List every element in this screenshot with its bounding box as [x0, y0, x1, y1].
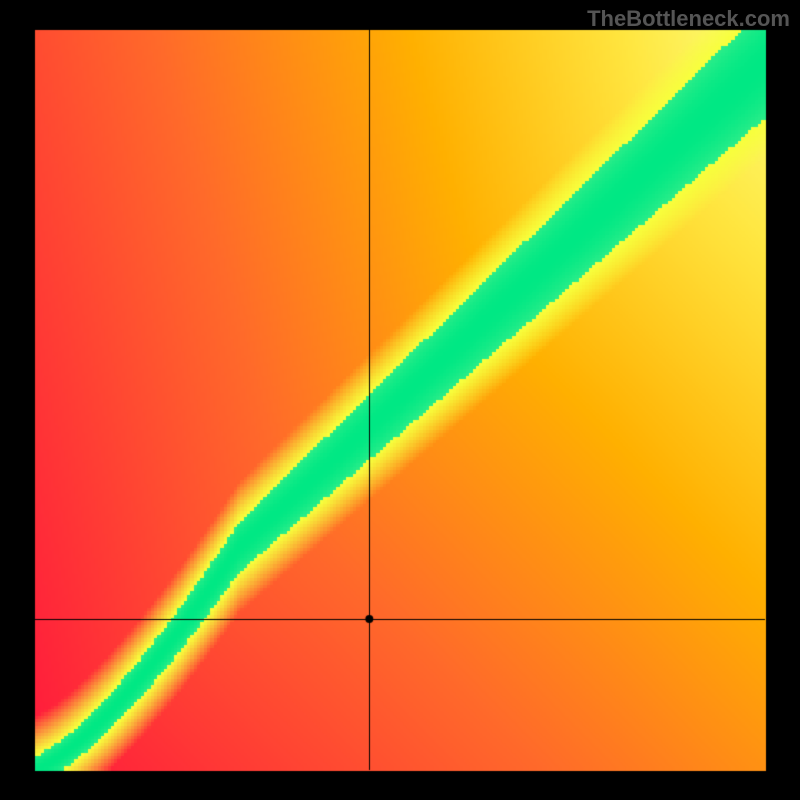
chart-container: TheBottleneck.com	[0, 0, 800, 800]
watermark-text: TheBottleneck.com	[587, 6, 790, 32]
heatmap-canvas	[0, 0, 800, 800]
